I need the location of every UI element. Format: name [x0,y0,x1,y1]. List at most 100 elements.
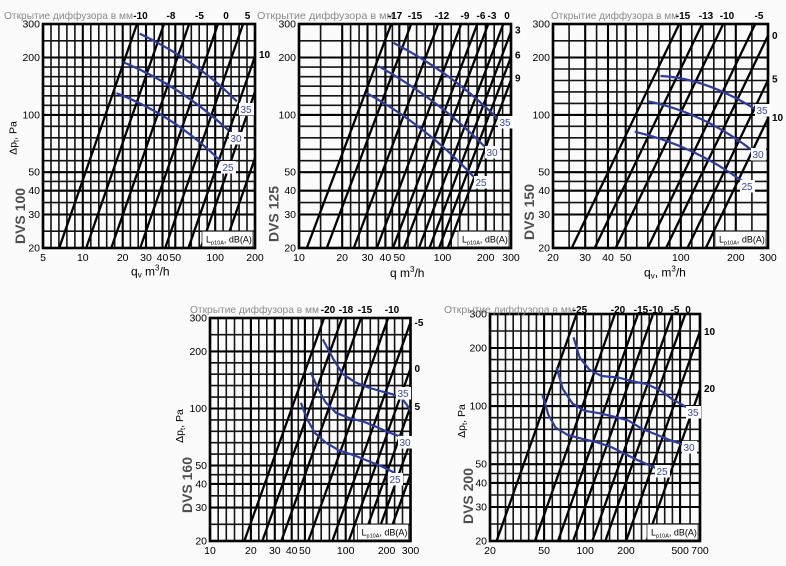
svg-text:DVS 150: DVS 150 [521,184,537,240]
svg-text:700: 700 [691,545,709,557]
svg-text:-9: -9 [461,11,470,22]
svg-text:100: 100 [278,109,296,121]
svg-text:-10: -10 [133,11,148,22]
svg-text:500: 500 [671,545,689,557]
svg-text:-5: -5 [671,305,680,316]
svg-text:0: 0 [685,305,691,316]
svg-text:200: 200 [189,346,207,358]
svg-text:100: 100 [434,252,452,264]
svg-text:Открытие диффузора в мм: Открытие диффузора в мм [444,304,575,316]
svg-text:40: 40 [195,478,207,490]
svg-text:5: 5 [415,402,421,413]
svg-text:Открытие диффузора в мм: Открытие диффузора в мм [190,304,319,316]
svg-text:100: 100 [22,109,40,121]
svg-text:9: 9 [515,74,521,85]
svg-text:20: 20 [284,243,296,255]
svg-text:100: 100 [206,252,224,264]
svg-text:30: 30 [140,252,152,264]
svg-text:200: 200 [22,52,40,64]
svg-text:Δpt, Pa: Δpt, Pa [174,409,187,443]
svg-text:10: 10 [293,252,305,264]
svg-text:5: 5 [772,75,778,86]
svg-text:200: 200 [727,252,745,264]
svg-text:100: 100 [469,401,487,413]
svg-text:20: 20 [547,252,559,264]
svg-text:30: 30 [28,209,40,221]
svg-text:50: 50 [475,459,487,471]
svg-text:30: 30 [399,438,411,449]
svg-text:Открытие диффузора в мм: Открытие диффузора в мм [4,10,133,22]
svg-text:0: 0 [772,31,778,42]
svg-text:25: 25 [222,163,234,174]
svg-text:-13: -13 [699,11,714,22]
svg-text:20: 20 [117,252,129,264]
svg-text:40: 40 [380,252,392,264]
svg-text:-20: -20 [321,305,336,316]
svg-text:200: 200 [246,252,264,264]
svg-text:200: 200 [278,52,296,64]
svg-text:50: 50 [195,460,207,472]
svg-text:40: 40 [602,252,614,264]
svg-text:DVS 125: DVS 125 [266,186,282,242]
svg-text:-25: -25 [573,305,588,316]
svg-text:Δpt, Pa: Δpt, Pa [456,404,469,438]
svg-text:20: 20 [245,545,257,557]
svg-text:50: 50 [169,252,181,264]
svg-text:-15: -15 [408,11,423,22]
svg-text:-5: -5 [415,318,424,329]
svg-text:DVS 200: DVS 200 [460,468,476,524]
svg-text:-18: -18 [339,305,354,316]
svg-text:35: 35 [397,389,409,400]
svg-text:50: 50 [620,252,632,264]
svg-text:25: 25 [741,182,753,193]
svg-text:-20: -20 [611,305,626,316]
svg-text:300: 300 [189,313,207,325]
svg-text:10: 10 [259,50,271,61]
svg-text:30: 30 [579,252,591,264]
svg-text:30: 30 [683,443,695,454]
svg-text:-15: -15 [634,305,649,316]
svg-text:-5: -5 [755,11,764,22]
svg-text:30: 30 [752,150,764,161]
svg-text:200: 200 [617,545,635,557]
svg-text:0: 0 [415,364,421,375]
svg-text:300: 300 [502,252,520,264]
svg-text:35: 35 [240,105,252,116]
svg-text:20: 20 [484,545,496,557]
svg-text:qv, m3/h: qv, m3/h [644,265,686,281]
svg-text:300: 300 [532,19,550,31]
svg-text:Открытие диффузора в мм: Открытие диффузора в мм [551,10,678,22]
svg-text:-6: -6 [477,11,486,22]
svg-text:10: 10 [204,545,216,557]
svg-text:20: 20 [336,252,348,264]
svg-text:200: 200 [469,343,487,355]
svg-text:100: 100 [337,545,355,557]
svg-text:DVS 100: DVS 100 [12,188,28,244]
svg-text:q m3/h: q m3/h [390,265,424,280]
svg-text:10: 10 [772,113,784,124]
svg-text:20: 20 [538,243,550,255]
svg-text:35: 35 [687,408,699,419]
svg-text:100: 100 [576,545,594,557]
svg-text:-10: -10 [720,11,735,22]
svg-text:DVS 160: DVS 160 [179,457,195,513]
svg-text:35: 35 [499,118,511,129]
svg-text:30: 30 [195,502,207,514]
svg-text:-5: -5 [195,11,204,22]
svg-text:0: 0 [223,11,229,22]
svg-text:30: 30 [475,502,487,514]
svg-text:25: 25 [475,178,487,189]
svg-text:40: 40 [286,545,298,557]
svg-text:-15: -15 [676,11,691,22]
svg-text:40: 40 [538,185,550,197]
svg-text:100: 100 [532,109,550,121]
svg-text:0: 0 [504,11,510,22]
svg-text:30: 30 [538,209,550,221]
svg-text:25: 25 [656,467,668,478]
svg-text:200: 200 [378,545,396,557]
svg-text:20: 20 [475,536,487,548]
svg-text:-8: -8 [167,11,176,22]
svg-text:30: 30 [362,252,374,264]
svg-text:40: 40 [475,477,487,489]
svg-text:200: 200 [477,252,495,264]
